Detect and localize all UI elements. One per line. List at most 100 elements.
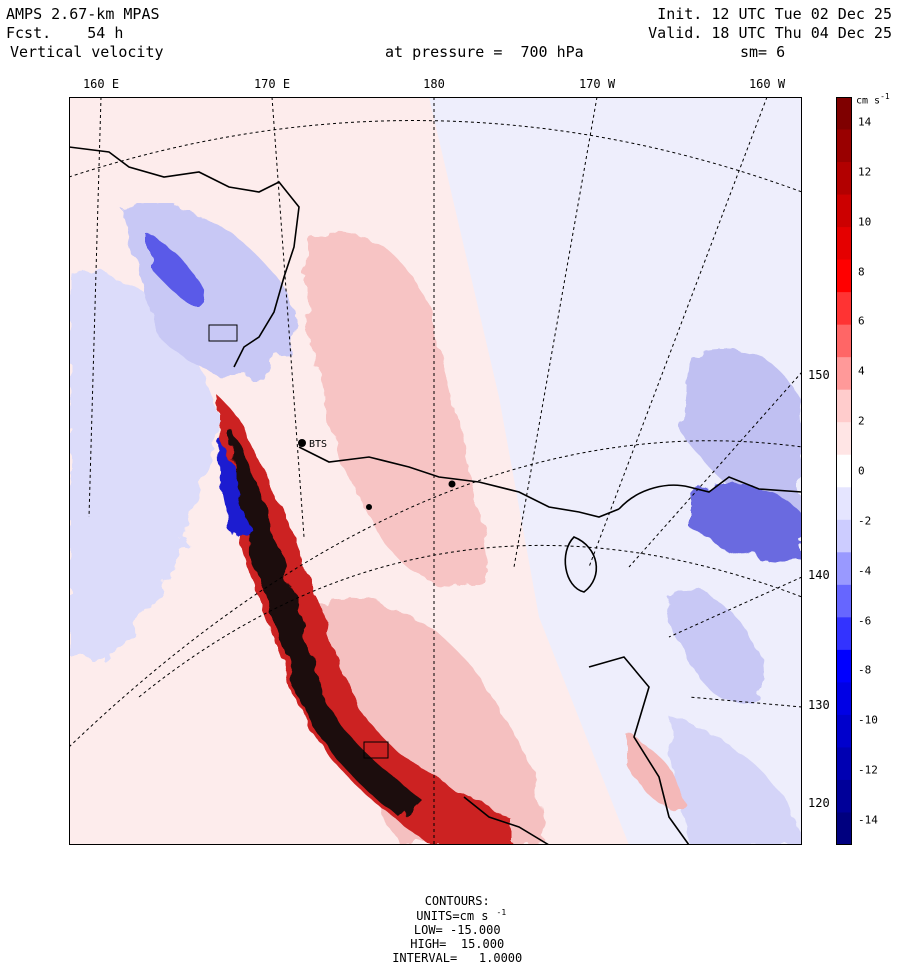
colorbar-swatch	[836, 779, 852, 813]
pressure-level: at pressure = 700 hPa	[385, 43, 584, 61]
field-east-blue	[679, 350, 802, 527]
smoothing-value: sm= 6	[740, 43, 786, 61]
meridian-170e	[271, 97, 305, 538]
colorbar-swatch	[836, 324, 852, 358]
colorbar-swatch	[836, 129, 852, 163]
meridian-170w	[513, 97, 598, 568]
meridian-140w	[668, 576, 802, 638]
contours-units-exponent: -1	[496, 908, 507, 917]
field-nw-strong-blue	[149, 237, 209, 308]
meridian-lines	[88, 97, 802, 845]
field-se-blue	[668, 591, 769, 704]
latitude-line-1	[69, 120, 802, 193]
colorbar	[836, 97, 852, 845]
field-central-pink	[306, 232, 489, 588]
contour-info: CONTOURS: UNITS=cm s -1 LOW= -15.000 HIGH…	[0, 880, 900, 965]
variable-name: Vertical velocity	[10, 43, 164, 61]
grid-box-2	[363, 741, 389, 759]
contours-units: UNITS=cm s -1	[408, 908, 507, 923]
colorbar-units: cm s-1	[856, 92, 890, 106]
contours-units-text: UNITS=cm s	[416, 909, 489, 923]
latitude-line-3	[69, 440, 802, 748]
colorbar-label: 14	[858, 115, 872, 129]
colorbar-label: 6	[858, 314, 865, 328]
colorbar-swatch	[836, 812, 852, 845]
colorbar-swatch	[836, 682, 852, 716]
coastlines	[69, 146, 802, 845]
colorbar-label: 10	[858, 215, 872, 229]
colorbar-swatch	[836, 292, 852, 326]
colorbar-swatch	[836, 519, 852, 553]
lon-label-160w: 160 W	[748, 77, 786, 91]
colorbar-swatch	[836, 584, 852, 618]
colorbar-swatch	[836, 389, 852, 423]
ross-ice-shelf-front	[298, 446, 620, 518]
roosevelt-island	[564, 536, 598, 593]
field-mountain-black	[228, 427, 419, 817]
grid-box-1	[208, 324, 238, 342]
meridian-150w	[628, 371, 802, 568]
colorbar-label: 8	[858, 265, 865, 279]
colorbar-label: -12	[858, 763, 878, 777]
lon-label-180: 180	[423, 77, 445, 91]
colorbar-units-exponent: -1	[880, 92, 890, 101]
lon-label-170w: 170 W	[578, 77, 616, 91]
colorbar-units-text: cm s	[856, 95, 881, 107]
colorbar-swatch	[836, 617, 852, 651]
colorbar-label: -6	[858, 614, 872, 628]
colorbar-swatch	[836, 357, 852, 391]
colorbar-label: 4	[858, 364, 865, 378]
colorbar-swatch	[836, 97, 852, 131]
colorbar-label: 0	[858, 464, 865, 478]
colorbar-label: -4	[858, 564, 872, 578]
colorbar-swatch	[836, 422, 852, 456]
colorbar-label: 2	[858, 414, 865, 428]
field-se-pink	[629, 737, 689, 810]
colorbar-swatch	[836, 162, 852, 196]
colorbar-frame	[836, 97, 852, 845]
colorbar-swatch	[836, 454, 852, 488]
station-marker-ross-island	[366, 504, 372, 510]
colorbar-swatch	[836, 194, 852, 228]
colorbar-label: -14	[858, 813, 878, 827]
meridian-130w	[688, 696, 802, 708]
colorbar-label: -10	[858, 713, 878, 727]
init-time: Init. 12 UTC Tue 02 Dec 25	[657, 5, 892, 23]
colorbar-label: 12	[858, 165, 872, 179]
colorbar-swatch	[836, 227, 852, 261]
field-south-pink	[289, 599, 541, 845]
station-marker-bts	[298, 439, 306, 447]
lon-label-170e: 170 E	[253, 77, 291, 91]
map-frame	[69, 97, 802, 845]
grounding-line-south	[463, 796, 550, 845]
coastline-victoria-land	[69, 146, 300, 368]
valid-time: Valid. 18 UTC Thu 04 Dec 25	[648, 24, 892, 42]
station-marker-ice-shelf	[448, 480, 456, 488]
station-label-bts: BTS	[309, 439, 327, 450]
forecast-label: Fcst.	[6, 24, 52, 42]
lon-label-160e: 160 E	[82, 77, 120, 91]
contours-label: CONTOURS:	[424, 894, 490, 908]
meridian-160e	[88, 97, 102, 518]
forecast-hour: Fcst. 54 h	[6, 24, 123, 42]
colorbar-label: -2	[858, 514, 872, 528]
colorbar-swatch	[836, 649, 852, 683]
colorbar-swatch	[836, 747, 852, 781]
contours-low: LOW= -15.000	[413, 923, 501, 937]
colorbar-swatch	[836, 487, 852, 521]
map-panel: BTS	[69, 97, 802, 845]
forecast-value: 54 h	[87, 24, 124, 42]
grounding-line-siple	[588, 656, 690, 845]
field-mountain-blue	[218, 437, 249, 537]
field-west-blue	[69, 273, 219, 657]
model-title: AMPS 2.67-km MPAS	[6, 5, 160, 23]
colorbar-swatch	[836, 552, 852, 586]
colorbar-label: -8	[858, 663, 872, 677]
latitude-line-2	[138, 544, 802, 698]
colorbar-swatch	[836, 259, 852, 293]
field-far-se-blue	[669, 717, 802, 845]
colorbar-swatch	[836, 714, 852, 748]
latitude-lines	[69, 120, 802, 748]
field-east-strong-blue	[689, 486, 802, 560]
contours-interval: INTERVAL= 1.0000	[392, 951, 523, 965]
